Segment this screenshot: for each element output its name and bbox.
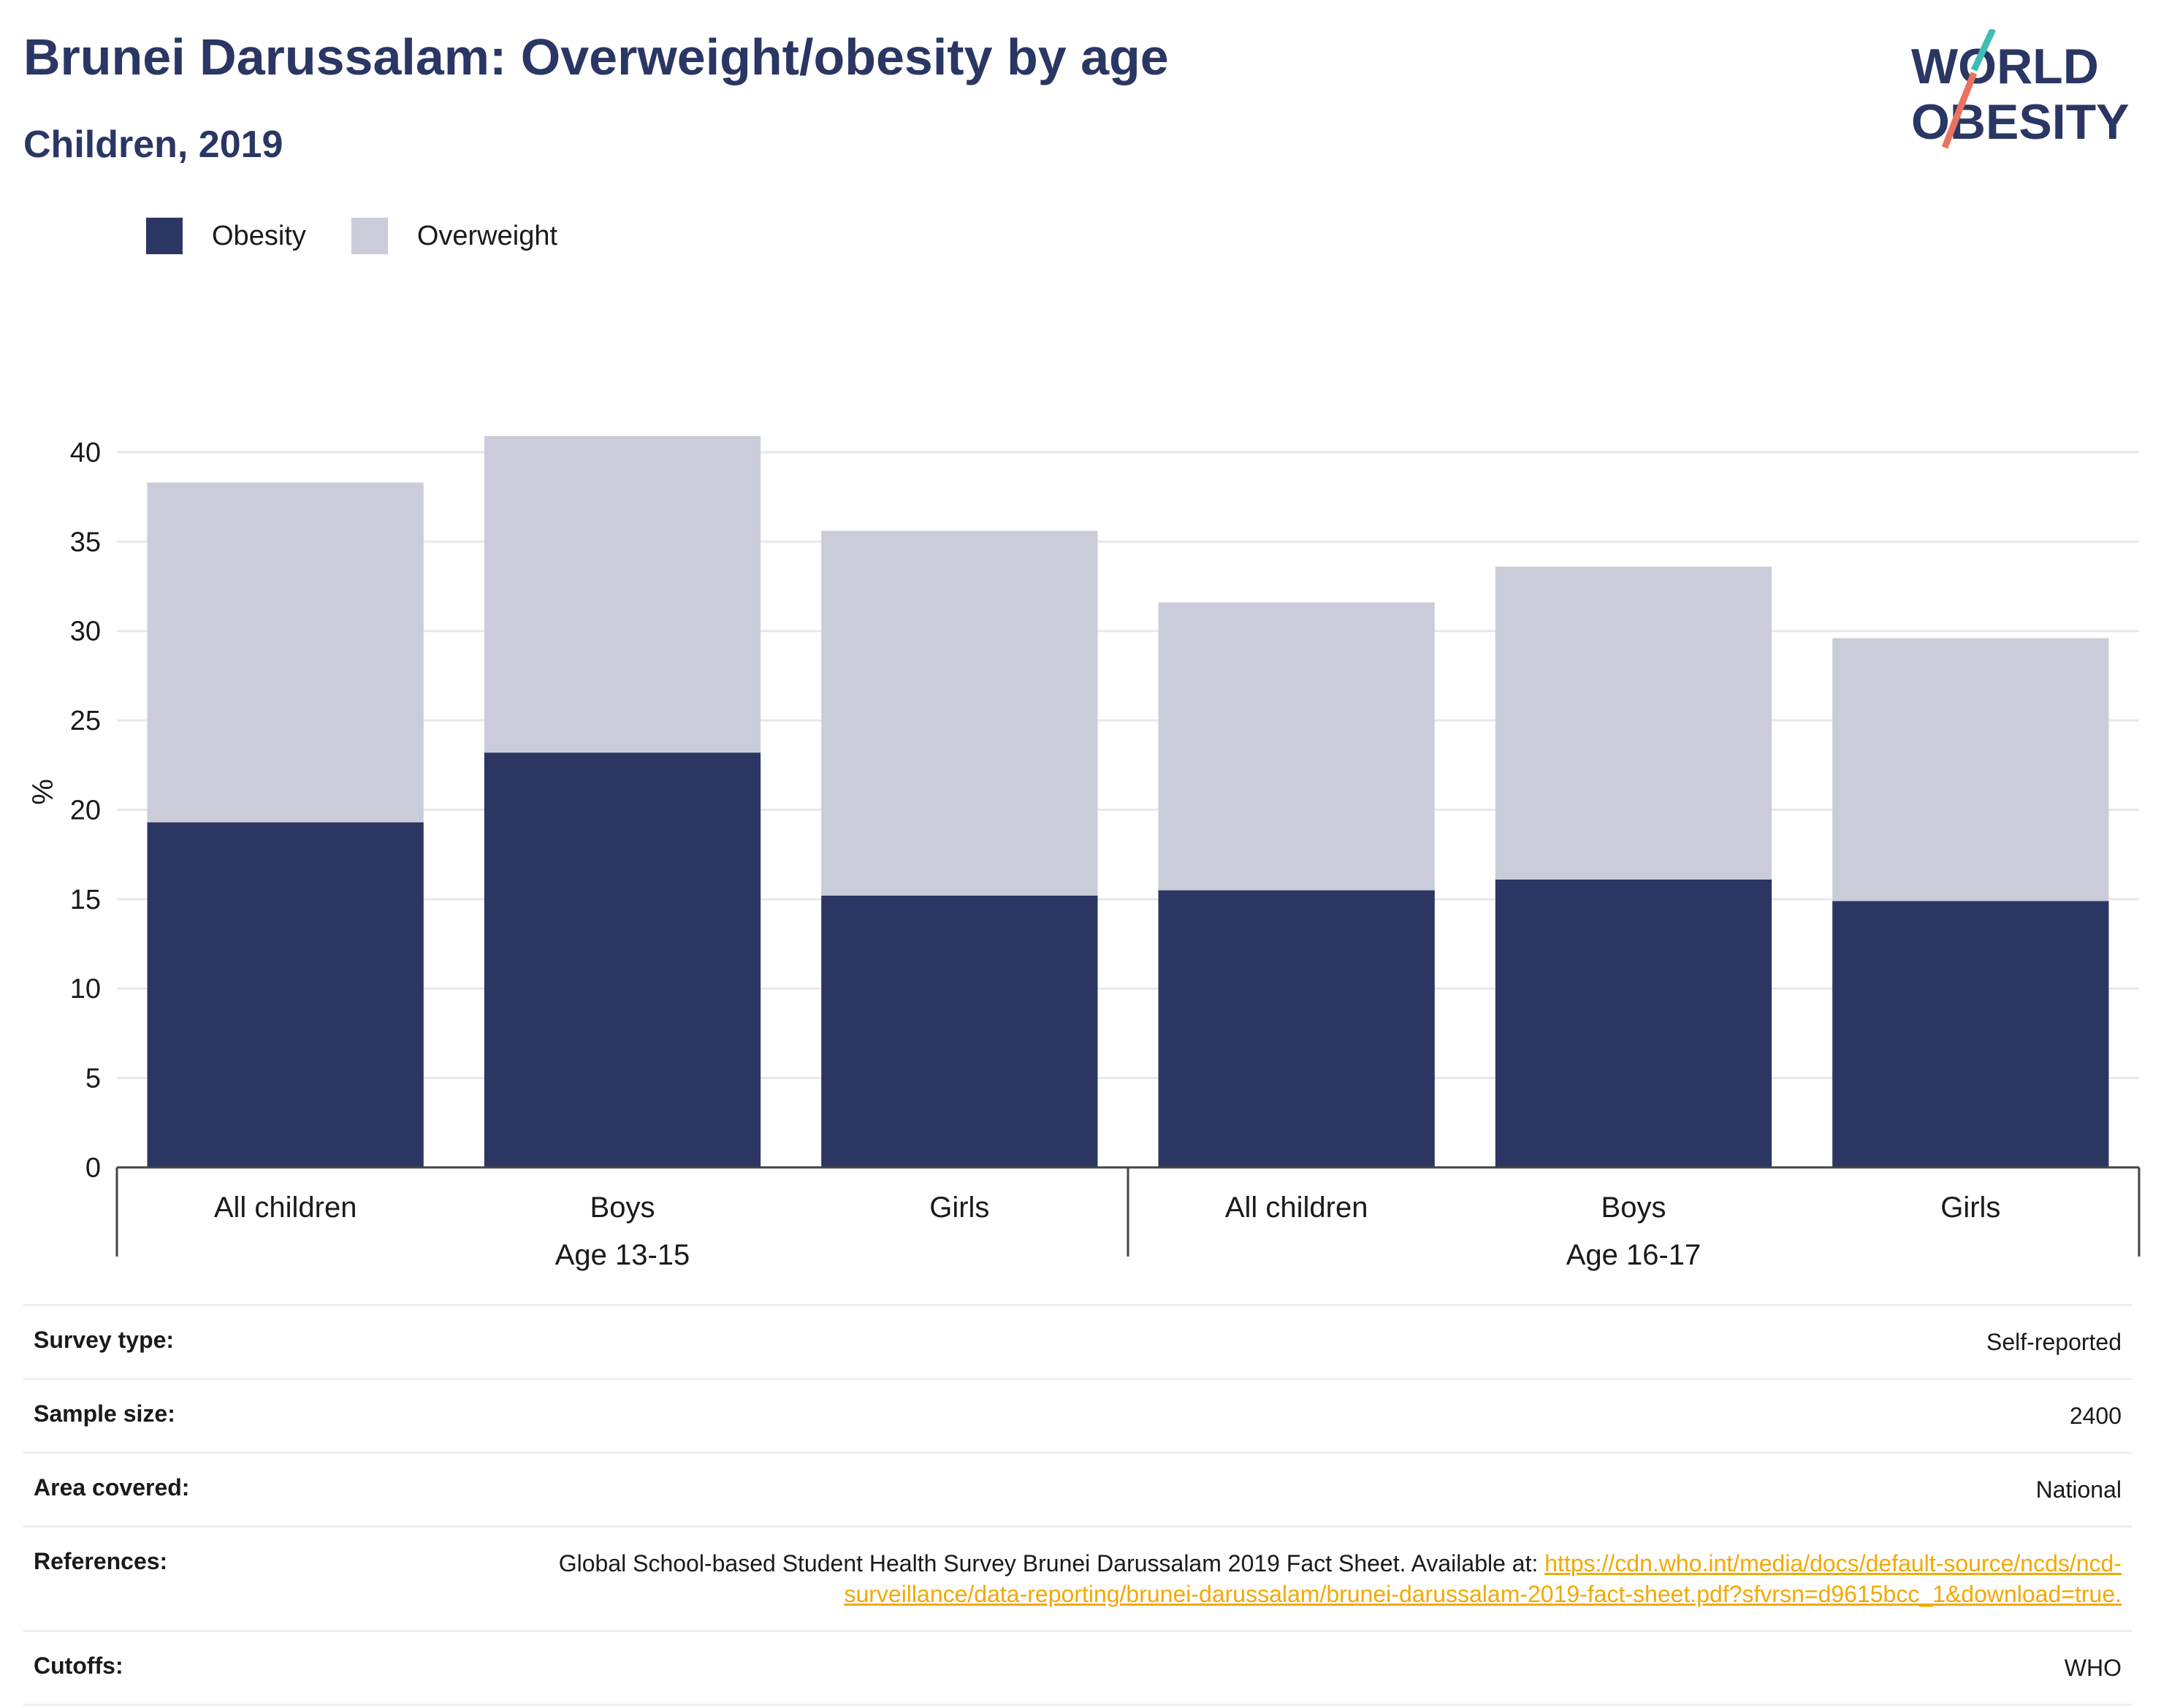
- x-category-label: Boys: [1601, 1192, 1666, 1224]
- y-tick-label: 10: [70, 974, 101, 1004]
- legend-label-obesity: Obesity: [212, 220, 306, 251]
- references-value: Global School-based Student Health Surve…: [514, 1548, 2122, 1609]
- references-text: Global School-based Student Health Surve…: [558, 1550, 1545, 1577]
- y-axis-label: %: [27, 779, 59, 805]
- legend-label-overweight: Overweight: [416, 220, 558, 251]
- references-link[interactable]: https://cdn.who.int/media/docs/default-s…: [844, 1550, 2122, 1607]
- bar-overweight-1: [484, 435, 761, 753]
- x-category-label: All children: [214, 1192, 357, 1224]
- bar-overweight-5: [1832, 638, 2109, 901]
- cutoffs-row: Cutoffs: WHO: [23, 1630, 2132, 1706]
- references-row: References: Global School-based Student …: [23, 1525, 2132, 1630]
- legend: Obesity Overweight: [146, 218, 603, 254]
- y-tick-label: 20: [70, 795, 101, 826]
- y-tick-label: 25: [70, 706, 101, 736]
- y-tick-label: 30: [70, 617, 101, 647]
- stacked-bar-chart: 0 5 10 15 20 25 30 35 40% All children Boys Girls Al…: [27, 435, 2141, 1271]
- bar-overweight-0: [147, 482, 424, 823]
- survey-info-table: Survey type: Self-reported Sample size: …: [23, 1304, 2132, 1706]
- x-category-label: All children: [1225, 1192, 1368, 1224]
- area-covered-value: National: [2035, 1476, 2122, 1503]
- bar-overweight-3: [1158, 602, 1435, 891]
- y-tick-label: 0: [85, 1153, 101, 1183]
- sample-size-value: 2400: [2069, 1403, 2122, 1429]
- legend-swatch-overweight: [351, 218, 388, 254]
- world-obesity-logo: WORLD OBESITY: [1911, 29, 2130, 150]
- bar-obesity-0: [147, 822, 424, 1167]
- sample-size-row: Sample size: 2400: [23, 1378, 2132, 1452]
- logo-slash-teal: [1970, 29, 1997, 72]
- cutoffs-value: WHO: [2064, 1655, 2122, 1681]
- bar-obesity-5: [1832, 901, 2109, 1167]
- survey-type-value: Self-reported: [1986, 1329, 2122, 1355]
- legend-item-overweight[interactable]: Overweight: [351, 218, 557, 254]
- chart-subtitle: Children, 2019: [23, 123, 283, 166]
- legend-item-obesity[interactable]: Obesity: [146, 218, 306, 254]
- logo-line1: WORLD: [1911, 39, 2099, 94]
- bar-obesity-3: [1158, 890, 1435, 1167]
- x-category-label: Girls: [929, 1192, 989, 1224]
- bar-overweight-2: [821, 530, 1098, 896]
- chart-title: Brunei Darussalam: Overweight/obesity by…: [23, 28, 1169, 85]
- cutoffs-label: Cutoffs:: [34, 1652, 123, 1679]
- x-category-label: Girls: [1940, 1192, 2000, 1224]
- references-label: References:: [34, 1548, 168, 1574]
- group-label: Age 13-15: [555, 1239, 690, 1271]
- y-tick-label: 40: [70, 438, 101, 468]
- area-covered-label: Area covered:: [34, 1474, 190, 1501]
- sample-size-label: Sample size:: [34, 1400, 175, 1427]
- y-tick-label: 35: [70, 527, 101, 557]
- logo-slash-coral: [1941, 72, 1978, 149]
- bar-obesity-4: [1495, 879, 1772, 1167]
- y-tick-label: 15: [70, 885, 101, 915]
- y-tick-label: 5: [85, 1064, 101, 1094]
- x-category-label: Boys: [590, 1192, 655, 1224]
- area-covered-row: Area covered: National: [23, 1452, 2132, 1525]
- bar-obesity-1: [484, 752, 761, 1167]
- legend-swatch-obesity: [146, 218, 183, 254]
- bar-obesity-2: [821, 895, 1098, 1167]
- bar-overweight-4: [1495, 566, 1772, 880]
- group-label: Age 16-17: [1566, 1239, 1701, 1271]
- survey-type-label: Survey type:: [34, 1327, 175, 1353]
- survey-type-row: Survey type: Self-reported: [23, 1304, 2132, 1378]
